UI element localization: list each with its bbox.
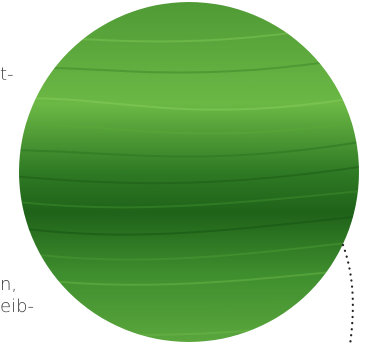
text-fragment: t- — [0, 64, 14, 86]
green-circle — [19, 2, 359, 342]
page: {"text_fragments": ["t-", "n,", "eib-"]}… — [0, 0, 372, 345]
text-fragment: n, — [0, 274, 17, 296]
text-fragment: eib- — [0, 296, 34, 318]
illustration — [0, 0, 372, 345]
dotted-connector — [343, 245, 353, 345]
